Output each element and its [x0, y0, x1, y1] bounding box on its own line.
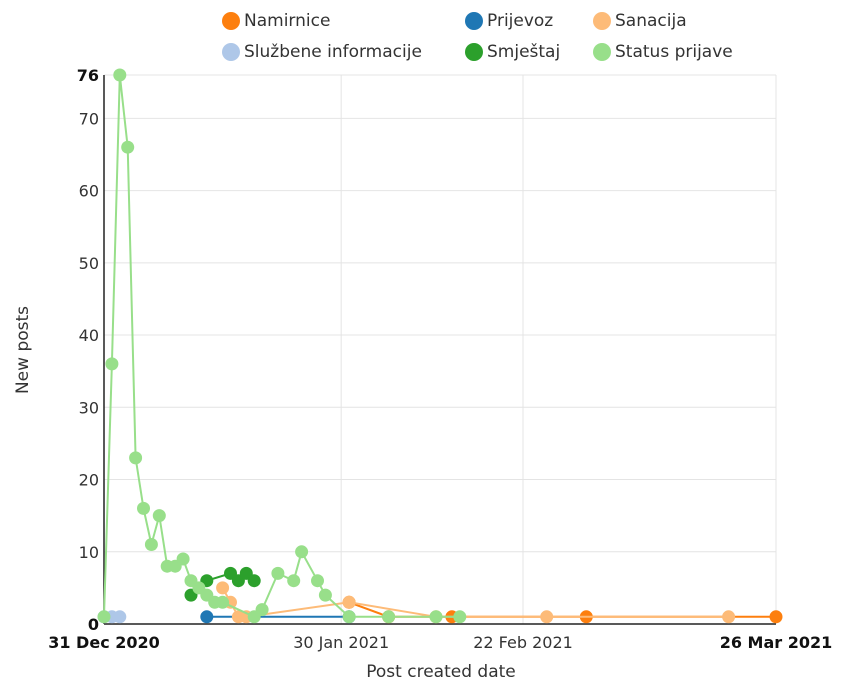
y-tick-label: 40 [79, 326, 99, 345]
legend-item-smjestaj[interactable]: Smještaj [465, 39, 560, 65]
legend-item-prijevoz[interactable]: Prijevoz [465, 8, 553, 34]
data-point-status-prijave[interactable] [129, 451, 143, 465]
data-point-status-prijave[interactable] [271, 566, 285, 580]
y-tick-label: 76 [77, 66, 99, 85]
data-point-status-prijave[interactable] [144, 538, 158, 551]
series-layer [97, 68, 783, 624]
data-point-status-prijave[interactable] [255, 603, 269, 617]
data-point-namirnice[interactable] [769, 610, 783, 624]
y-tick-label: 10 [79, 543, 99, 562]
x-tick-label: 22 Feb 2021 [473, 633, 573, 652]
x-tick-label: 31 Dec 2020 [48, 633, 160, 652]
data-point-status-prijave[interactable] [216, 595, 230, 609]
data-point-status-prijave[interactable] [152, 509, 166, 523]
x-tick-label: 30 Jan 2021 [293, 633, 389, 652]
legend-item-namirnice[interactable]: Namirnice [222, 8, 330, 34]
series-status-prijave [97, 68, 467, 624]
data-point-status-prijave[interactable] [97, 610, 111, 624]
legend-swatch-prijevoz [465, 12, 483, 30]
data-point-status-prijave[interactable] [137, 501, 150, 515]
legend-swatch-sluzbene-informacije [222, 43, 240, 61]
y-tick-label: 60 [79, 182, 99, 201]
series-line-status-prijave [103, 74, 460, 618]
legend-swatch-sanacija [593, 12, 611, 30]
legend-label-sanacija: Sanacija [615, 11, 687, 31]
legend-item-sluzbene-informacije[interactable]: Službene informacije [222, 39, 422, 65]
legend-label-prijevoz: Prijevoz [487, 11, 554, 31]
y-axis-title: New posts [13, 306, 33, 394]
data-point-status-prijave[interactable] [113, 68, 127, 82]
legend: Namirnice Prijevoz Sanacija Službene inf… [0, 8, 841, 68]
legend-swatch-smjestaj [465, 43, 483, 61]
data-point-sluzbene-informacije[interactable] [113, 610, 127, 624]
x-tick-label: 26 Mar 2021 [720, 633, 833, 652]
axes: 0 10 20 30 40 50 60 70 76 31 Dec 2020 30 Jan 2021 2… [48, 66, 832, 652]
data-point-status-prijave[interactable] [318, 588, 332, 602]
series-namirnice [342, 595, 783, 624]
legend-label-smjestaj: Smještaj [487, 42, 561, 62]
data-point-status-prijave[interactable] [429, 610, 443, 624]
legend-item-status-prijave[interactable]: Status prijave [593, 39, 733, 65]
data-point-sanacija[interactable] [540, 610, 554, 624]
y-tick-label: 50 [79, 254, 99, 273]
data-point-status-prijave[interactable] [105, 357, 119, 371]
data-point-sanacija[interactable] [216, 581, 230, 595]
y-tick-label: 70 [79, 109, 99, 128]
data-point-status-prijave[interactable] [311, 574, 324, 588]
data-point-status-prijave[interactable] [121, 140, 135, 154]
legend-swatch-status-prijave [593, 43, 611, 61]
data-point-status-prijave[interactable] [295, 545, 309, 559]
data-point-status-prijave[interactable] [342, 610, 356, 624]
y-tick-label: 30 [79, 398, 99, 417]
y-tick-label: 20 [79, 471, 99, 490]
legend-label-namirnice: Namirnice [244, 11, 331, 31]
legend-item-sanacija[interactable]: Sanacija [593, 8, 687, 34]
data-point-status-prijave[interactable] [287, 574, 301, 588]
data-point-sanacija[interactable] [342, 595, 356, 609]
legend-label-sluzbene-informacije: Službene informacije [244, 42, 422, 62]
series-smjestaj [184, 566, 261, 602]
data-point-prijevoz[interactable] [200, 610, 214, 624]
data-point-status-prijave[interactable] [176, 552, 190, 566]
data-point-smjestaj[interactable] [247, 574, 261, 588]
data-point-status-prijave[interactable] [453, 610, 467, 624]
grid [104, 74, 777, 624]
data-point-status-prijave[interactable] [382, 610, 396, 624]
legend-label-status-prijave: Status prijave [615, 42, 733, 62]
y-tick-label: 0 [88, 615, 99, 634]
series-line-sanacija [221, 587, 729, 618]
data-point-sanacija[interactable] [722, 610, 736, 624]
legend-swatch-namirnice [222, 12, 240, 30]
x-axis-title: Post created date [366, 662, 515, 682]
series-line-namirnice [348, 601, 776, 618]
